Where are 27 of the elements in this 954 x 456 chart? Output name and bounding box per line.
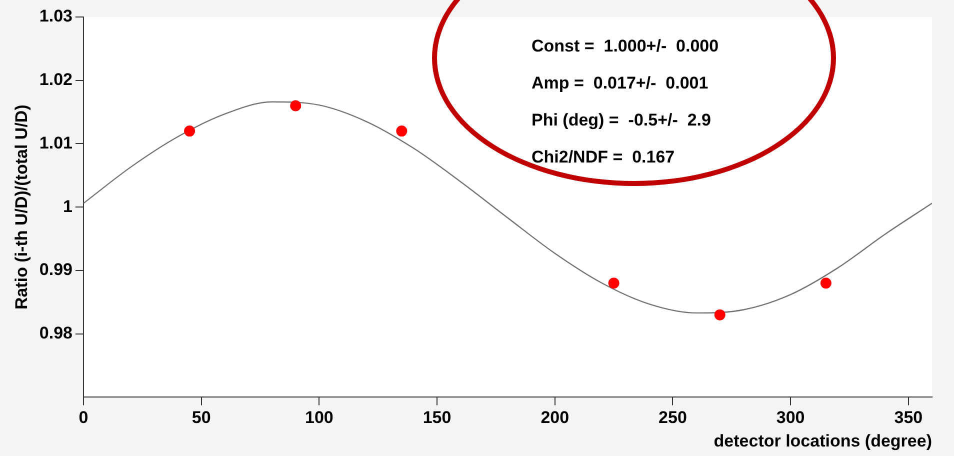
x-tick-label: 100 — [304, 408, 334, 428]
x-tick-label: 300 — [776, 408, 805, 428]
y-tick-label: 0.98 — [39, 324, 72, 343]
annotation: Chi2/NDF = 0.167 — [531, 148, 675, 167]
x-axis-title: detector locations (degree) — [714, 431, 932, 450]
annotation: Phi (deg) = -0.5+/- 2.9 — [531, 110, 711, 130]
x-tick-label: 250 — [658, 408, 687, 428]
x-tick-label: 350 — [894, 408, 923, 428]
y-tick-label: 1.01 — [39, 133, 72, 152]
x-tick-label: 50 — [192, 408, 211, 428]
line-series — [83, 101, 932, 314]
y-tick-label: 0.99 — [39, 260, 72, 280]
x-tick-label: 200 — [540, 408, 570, 428]
y-tick-label: 1.02 — [39, 70, 72, 90]
point — [184, 126, 196, 137]
point — [820, 278, 832, 289]
annotation: Amp = 0.017+/- 0.001 — [531, 74, 708, 93]
point — [396, 126, 408, 137]
x-tick-label: 0 — [78, 408, 88, 428]
point — [608, 278, 620, 289]
y-axis-title: Ratio (i-th U/D)/(total U/D) — [12, 104, 31, 310]
x-tick-label: 150 — [422, 408, 452, 428]
y-tick-label: 1.03 — [39, 6, 72, 26]
point — [290, 100, 302, 112]
point — [714, 309, 726, 320]
y-tick-label: 1 — [63, 196, 72, 216]
annotation: Const = 1.000+/- 0.000 — [531, 36, 719, 56]
